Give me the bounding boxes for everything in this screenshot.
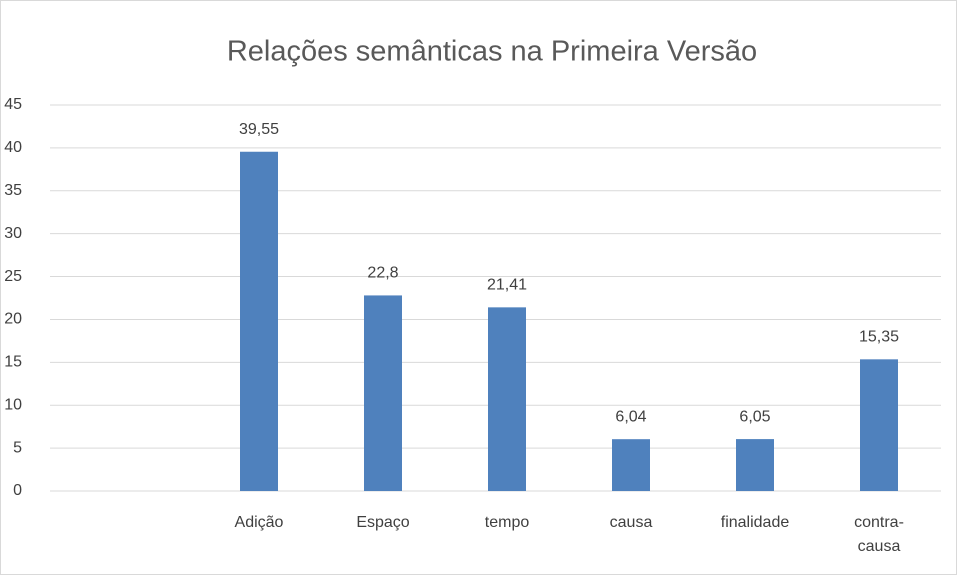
y-tick-label: 25: [4, 268, 22, 285]
y-tick-label: 5: [13, 439, 22, 456]
x-tick-label: Espaço: [356, 514, 409, 531]
data-label: 6,04: [615, 408, 646, 425]
data-label: 15,35: [859, 329, 899, 346]
x-tick-label: tempo: [485, 514, 530, 531]
data-label: 6,05: [739, 408, 770, 425]
y-tick-label: 10: [4, 396, 22, 413]
y-tick-label: 0: [13, 482, 22, 499]
y-tick-label: 20: [4, 311, 22, 328]
chart-title: Relações semânticas na Primeira Versão: [227, 36, 757, 68]
data-label: 22,8: [367, 265, 398, 282]
bar: [612, 439, 650, 491]
x-tick-label: Adição: [235, 514, 284, 531]
bar: [240, 151, 278, 491]
bar: [364, 295, 402, 491]
data-label: 39,55: [239, 121, 279, 138]
x-tick-label: causa: [610, 514, 653, 531]
bar: [736, 439, 774, 491]
x-tick-label: finalidade: [721, 514, 790, 531]
bar: [488, 307, 526, 491]
x-tick-label: contra-causa: [854, 514, 904, 555]
data-label: 21,41: [487, 277, 527, 294]
y-tick-label: 40: [4, 139, 22, 156]
y-tick-label: 35: [4, 182, 22, 199]
y-tick-label: 15: [4, 354, 22, 371]
bar: [860, 359, 898, 491]
y-tick-label: 30: [4, 225, 22, 242]
y-tick-label: 45: [4, 96, 22, 113]
